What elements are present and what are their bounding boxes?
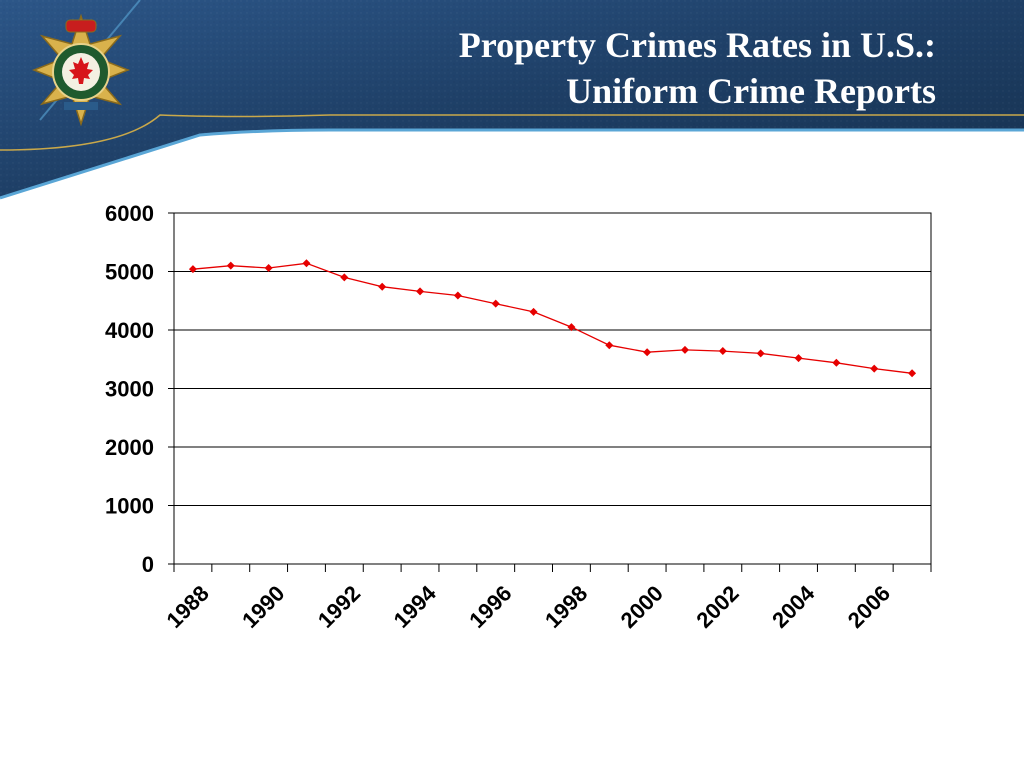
x-tick-label: 1990 bbox=[237, 581, 289, 633]
title-line-1: Property Crimes Rates in U.S.: bbox=[458, 25, 936, 65]
title-line-2: Uniform Crime Reports bbox=[566, 71, 936, 111]
data-point bbox=[302, 259, 311, 268]
data-point bbox=[718, 347, 727, 356]
data-point bbox=[605, 341, 614, 350]
data-point bbox=[340, 273, 349, 282]
data-point bbox=[453, 291, 462, 300]
data-point bbox=[491, 299, 500, 308]
y-tick-label: 2000 bbox=[105, 435, 154, 460]
y-tick-label: 6000 bbox=[105, 201, 154, 226]
x-tick-label: 1988 bbox=[161, 581, 213, 633]
data-point bbox=[264, 263, 273, 272]
data-point bbox=[416, 287, 425, 296]
y-tick-label: 1000 bbox=[105, 494, 154, 519]
data-point bbox=[908, 369, 917, 378]
data-point bbox=[643, 348, 652, 357]
correctional-service-canada-badge-icon bbox=[30, 14, 132, 126]
data-point bbox=[756, 349, 765, 358]
y-tick-label: 4000 bbox=[105, 318, 154, 343]
x-tick-label: 1992 bbox=[313, 581, 365, 633]
y-tick-label: 0 bbox=[142, 552, 154, 577]
data-point bbox=[188, 265, 197, 274]
data-point bbox=[529, 307, 538, 316]
data-point bbox=[870, 364, 879, 373]
series-line bbox=[192, 262, 913, 374]
y-tick-label: 5000 bbox=[105, 260, 154, 285]
x-tick-label: 2006 bbox=[843, 581, 895, 633]
data-point bbox=[567, 323, 576, 332]
data-point bbox=[680, 345, 689, 354]
x-tick-label: 1998 bbox=[540, 581, 592, 633]
x-tick-label: 2002 bbox=[691, 581, 743, 633]
header-background bbox=[0, 0, 1024, 200]
slide-title: Property Crimes Rates in U.S.: Uniform C… bbox=[459, 22, 936, 114]
x-tick-label: 1996 bbox=[464, 581, 516, 633]
data-point bbox=[226, 261, 235, 270]
y-tick-label: 3000 bbox=[105, 377, 154, 402]
x-tick-label: 1994 bbox=[389, 580, 442, 633]
x-tick-label: 2004 bbox=[767, 580, 820, 633]
data-point bbox=[378, 282, 387, 291]
x-tick-label: 2000 bbox=[616, 581, 668, 633]
slide-header: Property Crimes Rates in U.S.: Uniform C… bbox=[0, 0, 1024, 200]
data-point bbox=[794, 354, 803, 363]
data-point bbox=[832, 358, 841, 367]
